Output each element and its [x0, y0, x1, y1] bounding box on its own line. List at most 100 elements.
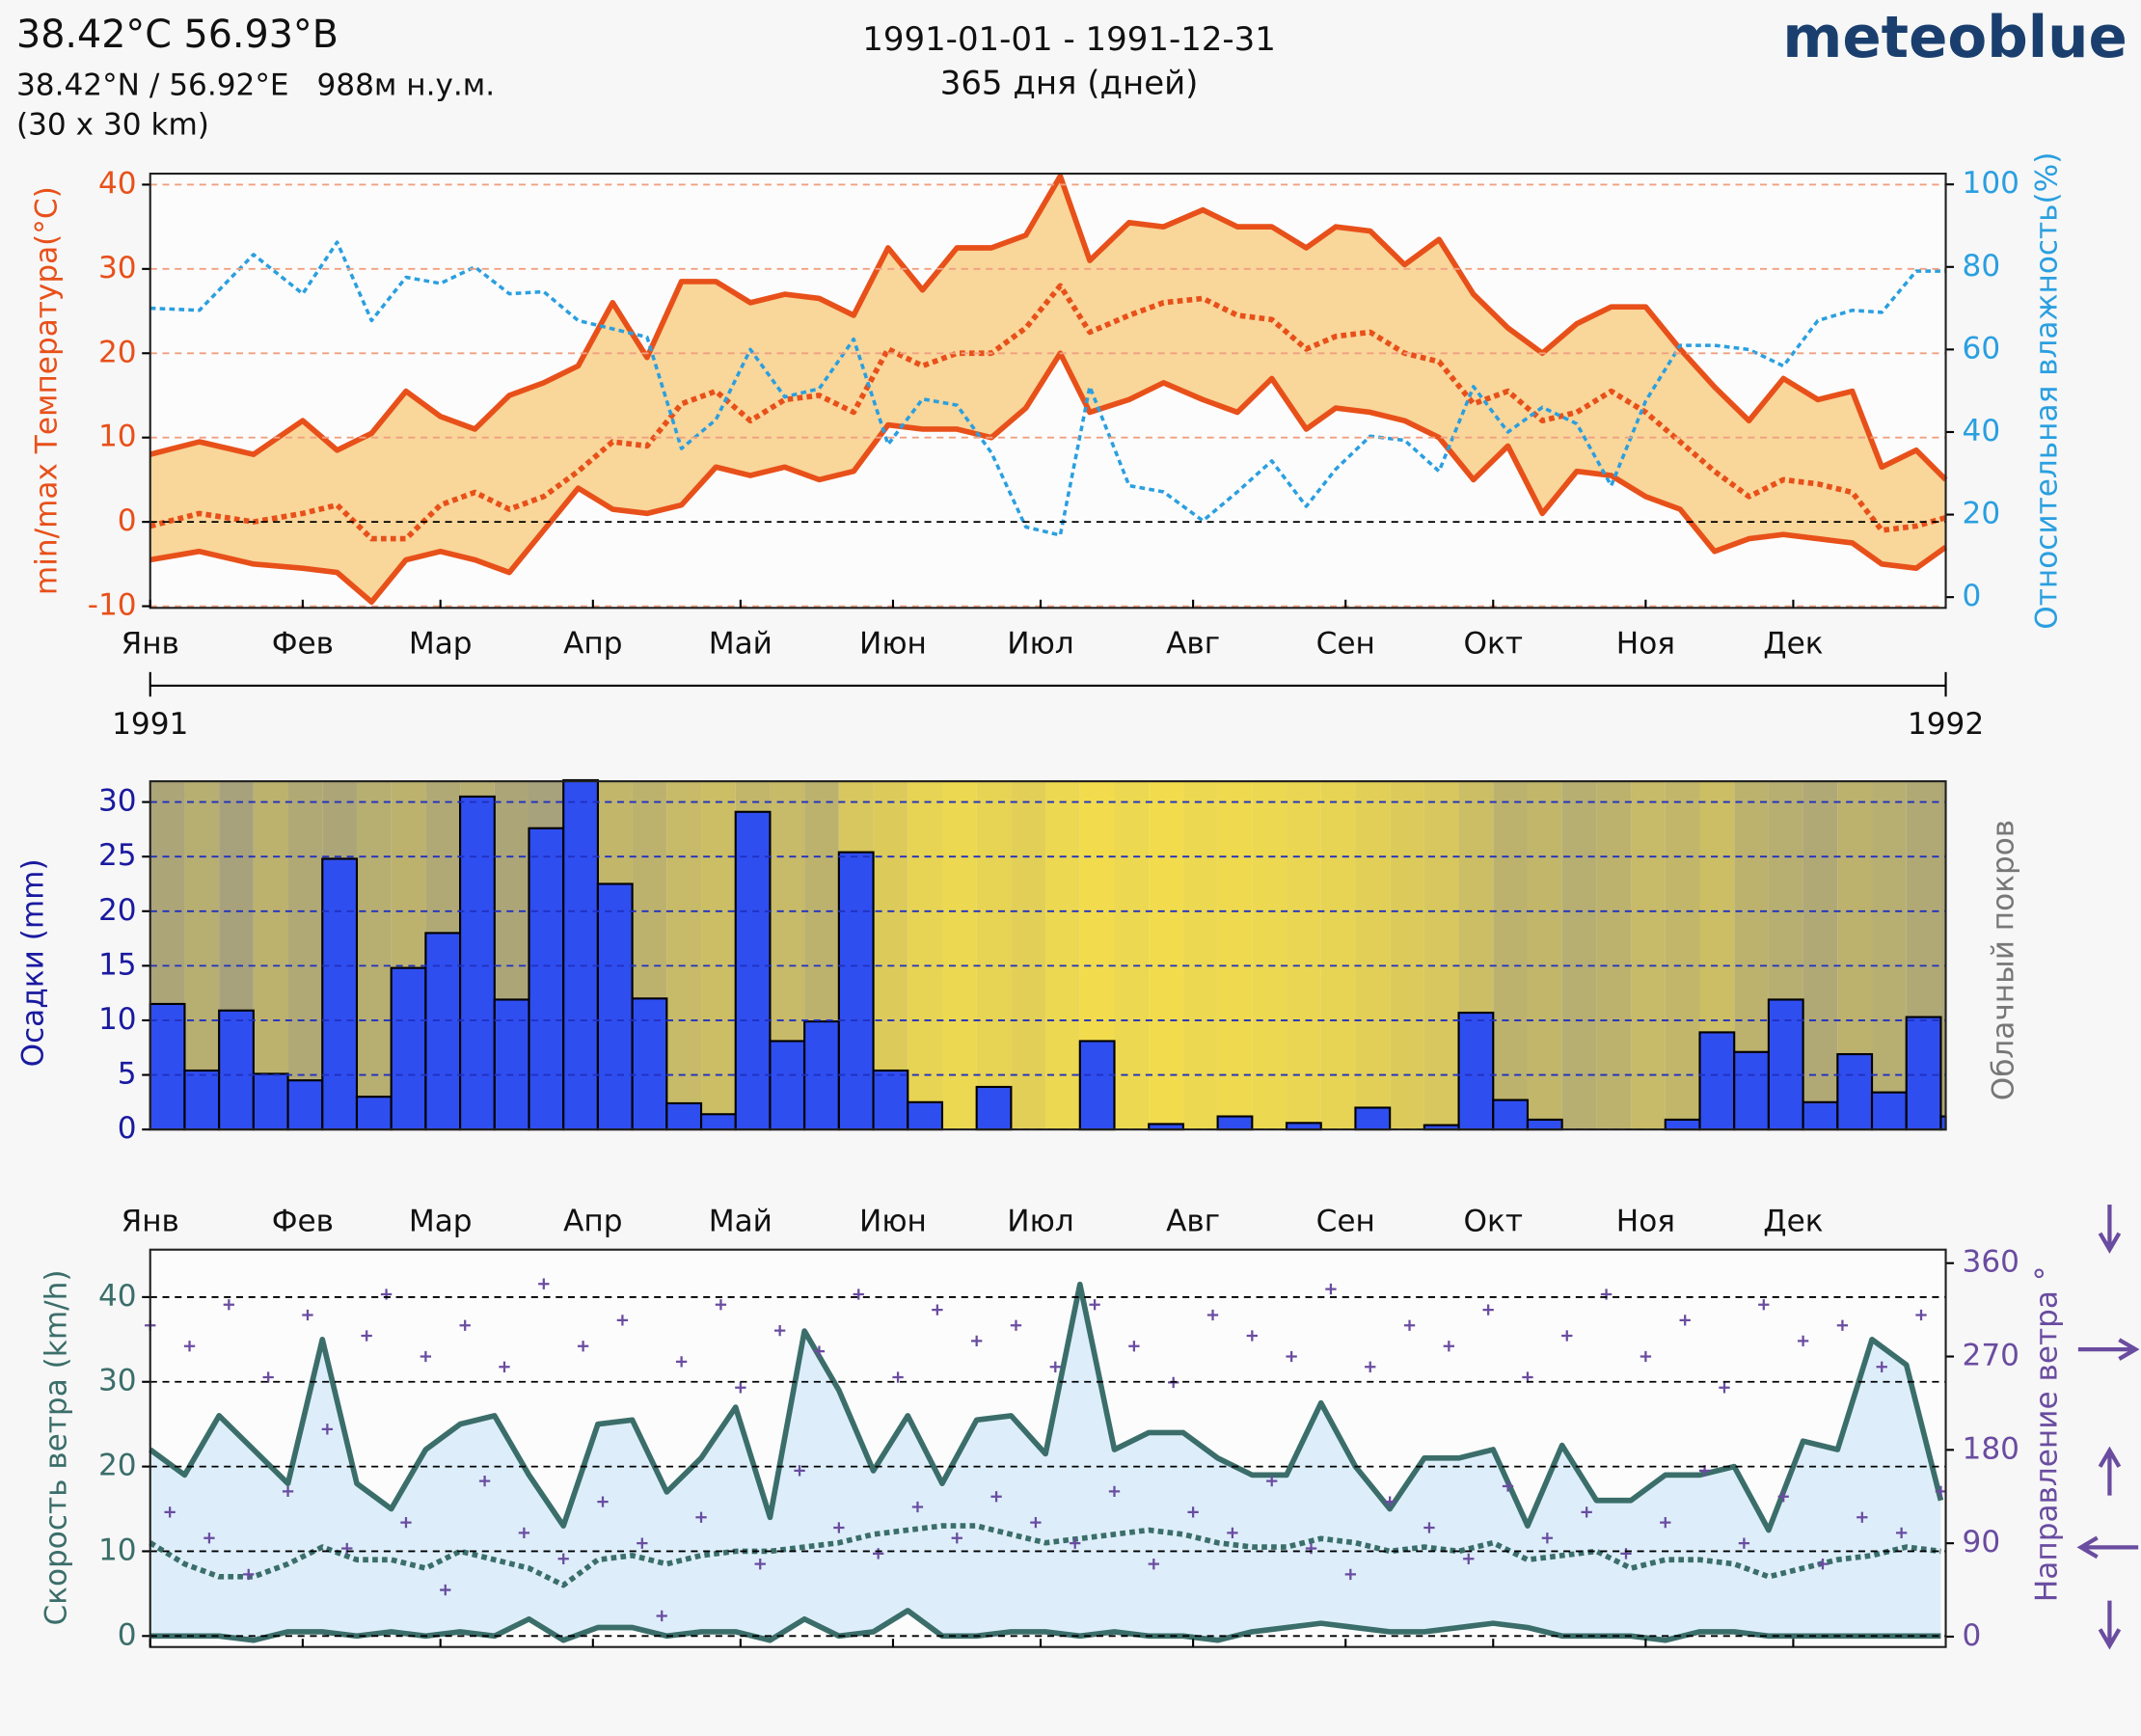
- direction-point: [400, 1516, 412, 1529]
- y-tick-label: 30: [98, 784, 137, 819]
- direction-point: [971, 1335, 983, 1347]
- direction-point: [656, 1610, 667, 1622]
- direction-point: [321, 1424, 334, 1435]
- precipitation-bar: [803, 1020, 840, 1131]
- cloud-stripe: [1011, 781, 1046, 1130]
- direction-point: [932, 1304, 943, 1316]
- x-tick-label: Авг: [1166, 627, 1220, 662]
- direction-point: [1463, 1553, 1475, 1564]
- direction-point: [637, 1537, 648, 1549]
- y-tick-label: 0: [118, 503, 137, 538]
- direction-point: [695, 1511, 707, 1523]
- direction-point: [951, 1533, 962, 1544]
- direction-point: [1777, 1491, 1789, 1503]
- location-title: 38.42°С 56.93°В: [16, 13, 339, 57]
- series-line: [149, 1281, 1944, 1533]
- direction-point: [1206, 1309, 1219, 1321]
- direction-point: [1187, 1506, 1199, 1518]
- direction-point: [872, 1548, 884, 1560]
- x-tick-label: Апр: [563, 627, 622, 662]
- y-axis-label: Скорость ветра (km/h): [39, 1269, 73, 1625]
- cloud-stripe: [1802, 781, 1838, 1130]
- y2-tick-label: 0: [1963, 1618, 1982, 1653]
- direction-point: [1266, 1475, 1278, 1487]
- y2-tick-label: 90: [1963, 1525, 2001, 1560]
- y2-axis-label: Облачный покров: [1986, 820, 2020, 1100]
- series-line: [149, 283, 1947, 542]
- x-tick-label: Ноя: [1616, 1204, 1675, 1238]
- direction-point: [361, 1330, 372, 1342]
- direction-point: [990, 1491, 1002, 1503]
- precipitation-bar: [1354, 1106, 1392, 1131]
- series-line: [149, 1523, 1941, 1588]
- plot-frame: [149, 1248, 1947, 1648]
- elevation: 988м н.у.м.: [316, 68, 495, 102]
- y2-tick-label: 180: [1963, 1431, 2019, 1466]
- direction-point: [735, 1382, 746, 1394]
- brand: meteoblue: [1782, 5, 2127, 71]
- y-tick-label: 40: [98, 1279, 137, 1314]
- x-tick-label: Ноя: [1616, 627, 1675, 662]
- cloud-stripe: [1872, 781, 1907, 1130]
- direction-point: [1246, 1330, 1258, 1342]
- period: 1991-01-01 - 1991-12-31: [862, 20, 1276, 59]
- direction-point: [1365, 1361, 1376, 1372]
- direction-point: [478, 1475, 491, 1487]
- direction-point: [892, 1371, 904, 1383]
- x-tick-label: Фев: [272, 1204, 334, 1238]
- precipitation-bar: [1492, 1099, 1530, 1131]
- x-tick-label: Янв: [122, 1204, 179, 1238]
- arrow-north: [2098, 1204, 2122, 1254]
- x-tick-label: Дек: [1763, 627, 1823, 662]
- direction-point: [1325, 1283, 1337, 1295]
- y-tick-label: 15: [98, 947, 137, 982]
- cloud-stripe: [1182, 781, 1218, 1130]
- y-tick-label: 30: [98, 251, 137, 285]
- direction-point: [302, 1309, 313, 1321]
- y-tick-label: -10: [88, 588, 137, 623]
- coordinates: 38.42°N / 56.92°E: [16, 68, 289, 102]
- direction-point: [1128, 1341, 1140, 1352]
- precipitation-bar: [837, 851, 875, 1131]
- direction-point: [1836, 1319, 1849, 1331]
- y-tick-label: 0: [118, 1617, 137, 1652]
- arrow-east: [2077, 1338, 2140, 1361]
- arrow-north: [2098, 1600, 2122, 1650]
- direction-point: [794, 1465, 805, 1477]
- direction-point: [459, 1319, 471, 1331]
- cloud-stripe: [1596, 781, 1632, 1130]
- cloud-stripe: [1287, 781, 1321, 1130]
- precipitation-bar: [149, 1002, 186, 1131]
- direction-point: [1522, 1371, 1533, 1383]
- y-tick-label: 0: [118, 1111, 137, 1146]
- precipitation-bar: [1457, 1011, 1495, 1131]
- direction-point: [1758, 1299, 1770, 1311]
- direction-point: [1738, 1537, 1750, 1549]
- cloud-stripe: [1114, 781, 1150, 1130]
- y2-axis-label: Направление ветра °: [2030, 1266, 2065, 1603]
- cloud-stripe: [666, 781, 702, 1130]
- cloud-stripe: [976, 781, 1012, 1130]
- direction-point: [164, 1506, 176, 1518]
- precipitation-bar: [1836, 1052, 1874, 1131]
- direction-point: [518, 1527, 530, 1539]
- direction-point: [282, 1485, 294, 1498]
- y2-axis-label: Относительная влажность(%): [2030, 152, 2065, 630]
- direction-point: [262, 1371, 274, 1383]
- precipitation-bar: [975, 1085, 1013, 1131]
- cloud-stripe: [1355, 781, 1391, 1130]
- x-tick-label: Авг: [1166, 1204, 1220, 1238]
- precipitation-bar: [355, 1096, 393, 1131]
- direction-point: [675, 1356, 688, 1368]
- precipitation-bar: [1767, 998, 1804, 1131]
- y-tick-label: 25: [98, 838, 137, 873]
- x-tick-label: Июн: [859, 627, 927, 662]
- direction-point: [1108, 1485, 1121, 1498]
- year-label: 1991: [112, 707, 188, 742]
- y-axis-label: min/max Температура(°C): [30, 186, 65, 595]
- cloud-stripe: [1561, 781, 1597, 1130]
- cloud-stripe: [1940, 781, 1946, 1130]
- y2-tick-label: 80: [1963, 249, 2001, 284]
- direction-point: [1581, 1506, 1592, 1518]
